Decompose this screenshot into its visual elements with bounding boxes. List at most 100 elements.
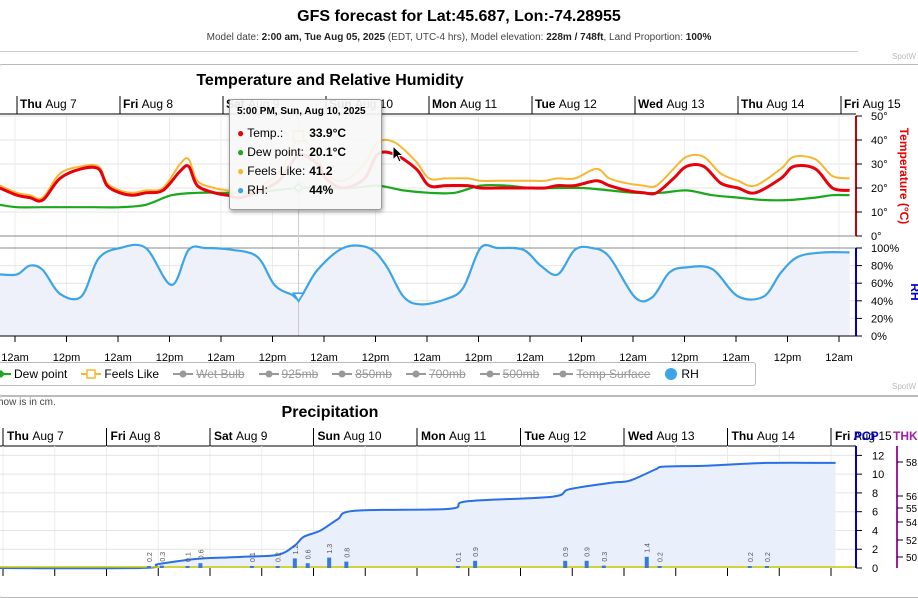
precip-bar-label: 0.9 <box>585 547 592 557</box>
land-label: , Land Proportion: <box>603 32 684 43</box>
time-tick-label: 12pm <box>671 352 699 364</box>
legend-symbol-icon <box>258 370 279 378</box>
legend-symbol-icon <box>405 370 426 378</box>
pcp-tick-label: 2 <box>872 544 878 556</box>
precip-bar-label: 1.3 <box>327 544 334 554</box>
legend-item[interactable]: Temp Surface <box>553 367 650 381</box>
legend-symbol-icon <box>81 369 102 379</box>
pcp-tick-label: 8 <box>872 488 878 500</box>
temp-tick-label: 20° <box>871 183 888 195</box>
time-tick-label: 12pm <box>259 352 287 364</box>
pcp-tick-label: 4 <box>872 525 878 537</box>
precip-bar-label: 0.2 <box>748 552 755 562</box>
time-tick-label: 12pm <box>465 352 493 364</box>
legend-item[interactable]: Wet Bulb <box>173 367 245 381</box>
tooltip-temp-label: Temp.: <box>247 125 284 140</box>
pcp-tick-label: 10 <box>872 469 884 481</box>
legend-label: Wet Bulb <box>196 367 245 381</box>
precip-bar <box>185 566 190 568</box>
dew-line <box>0 183 850 209</box>
legend-item[interactable]: RH <box>664 367 699 381</box>
day-label: Fri Aug 15 <box>844 97 901 111</box>
precip-chart-title: Precipitation <box>281 404 379 421</box>
time-tick-label: 12am <box>619 352 647 364</box>
precip-bar-label: 0.3 <box>602 552 609 562</box>
precip-bar-label: 0.2 <box>765 552 772 562</box>
tooltip-dew-row: ● Dew point: 20.1°C <box>237 142 381 161</box>
credit-text-2: SpotW <box>891 382 916 391</box>
precip-bar <box>292 558 297 568</box>
precip-bar-label: 1.2 <box>293 545 300 555</box>
precip-bar-label: 0.9 <box>473 547 480 557</box>
precip-bar-label: 0.1 <box>456 552 463 562</box>
tooltip-rh-value: 44% <box>309 182 334 197</box>
rh-tick-label: 60% <box>871 278 893 290</box>
model-date-label: Model date: <box>206 32 259 43</box>
credit-text: SpotW <box>891 52 916 61</box>
tooltip-feels-label: Feels Like: <box>247 163 306 178</box>
time-tick-label: 12am <box>310 352 338 364</box>
legend-item[interactable]: Feels Like <box>81 367 159 381</box>
precip-bar-label: 0.6 <box>306 549 313 559</box>
time-tick-label: 12am <box>825 352 853 364</box>
legend-item[interactable]: 925mb <box>258 367 319 381</box>
temp-line <box>0 150 850 203</box>
legend-item[interactable]: Dew point <box>0 367 67 381</box>
legend-symbol-icon <box>479 370 500 378</box>
time-tick-label: 12am <box>413 352 441 364</box>
precip-bar-label: 0.6 <box>198 549 205 559</box>
precip-bar-label: 0.1 <box>250 552 257 562</box>
time-tick-label: 12pm <box>53 352 81 364</box>
legend-symbol-icon <box>665 368 678 380</box>
legend-symbol-icon <box>173 370 194 378</box>
temp-tick-label: 0° <box>871 231 882 243</box>
tooltip-dew-label: Dew point: <box>247 144 304 159</box>
precip-bar <box>584 560 589 568</box>
time-tick-label: 12am <box>207 352 235 364</box>
precip-chart: Thu Aug 7 Fri Aug 8 Sat Aug 9 Sun Aug 10 Mon… <box>0 428 918 576</box>
time-tick-label: 12pm <box>362 352 390 364</box>
tooltip-time: 5:00 PM, Sun, Aug 10, 2025 <box>237 106 366 117</box>
precip-bar <box>473 560 478 568</box>
rh-dot-icon: ● <box>237 182 245 197</box>
legend-item[interactable]: 850mb <box>332 367 392 381</box>
precip-bar <box>563 560 568 568</box>
pcp-axis-title: PCP <box>854 429 879 443</box>
precip-panel <box>0 396 918 598</box>
precip-bar <box>601 565 606 568</box>
legend-label: 850mb <box>355 367 392 381</box>
time-tick-label: 12am <box>104 352 132 364</box>
precip-bar-label: 0.2 <box>276 552 283 562</box>
legend-label: 925mb <box>281 367 319 381</box>
temp-axis-title: Temperature (°C) <box>897 128 911 225</box>
precip-bar <box>159 565 164 568</box>
precip-bar-label: 1.4 <box>645 543 652 553</box>
day-label: Tue Aug 12 <box>535 97 597 111</box>
precip-bar <box>198 563 203 568</box>
pcp-tick-label: 0 <box>872 563 878 575</box>
precip-bar-label: 0.9 <box>563 547 570 557</box>
legend-item[interactable]: 500mb <box>479 367 539 381</box>
precip-bar <box>455 566 460 568</box>
thk-tick-label: 52 <box>906 536 918 547</box>
thk-axis-title: THK <box>893 429 918 443</box>
time-tick-label: 12am <box>516 352 544 364</box>
model-date: 2:00 am, Tue Aug 05, 2025 <box>261 32 386 43</box>
day-label: Mon Aug 11 <box>432 97 497 111</box>
pcp-tick-label: 6 <box>872 507 878 519</box>
pcp-day-label: Thu Aug 14 <box>732 429 796 443</box>
precip-bar-label: 0.2 <box>658 552 665 562</box>
temp-dot-icon: ● <box>237 125 245 140</box>
tooltip-dew-value: 20.1°C <box>309 144 347 159</box>
pcp-tick-label: 12 <box>872 450 884 462</box>
cumulative-line <box>0 461 836 570</box>
legend-item[interactable]: 700mb <box>405 367 466 381</box>
precip-bar <box>657 566 662 568</box>
pcp-day-label: Fri Aug 15 <box>835 429 892 443</box>
legend-label: Feels Like <box>104 367 160 381</box>
precip-bar <box>305 563 310 568</box>
pcp-day-label: Sat Aug 9 <box>214 429 268 443</box>
temp-tick-label: 10° <box>871 207 888 219</box>
hover-tooltip: 5:00 PM, Sun, Aug 10, 2025 ● Temp.: 33.9… <box>229 99 382 210</box>
